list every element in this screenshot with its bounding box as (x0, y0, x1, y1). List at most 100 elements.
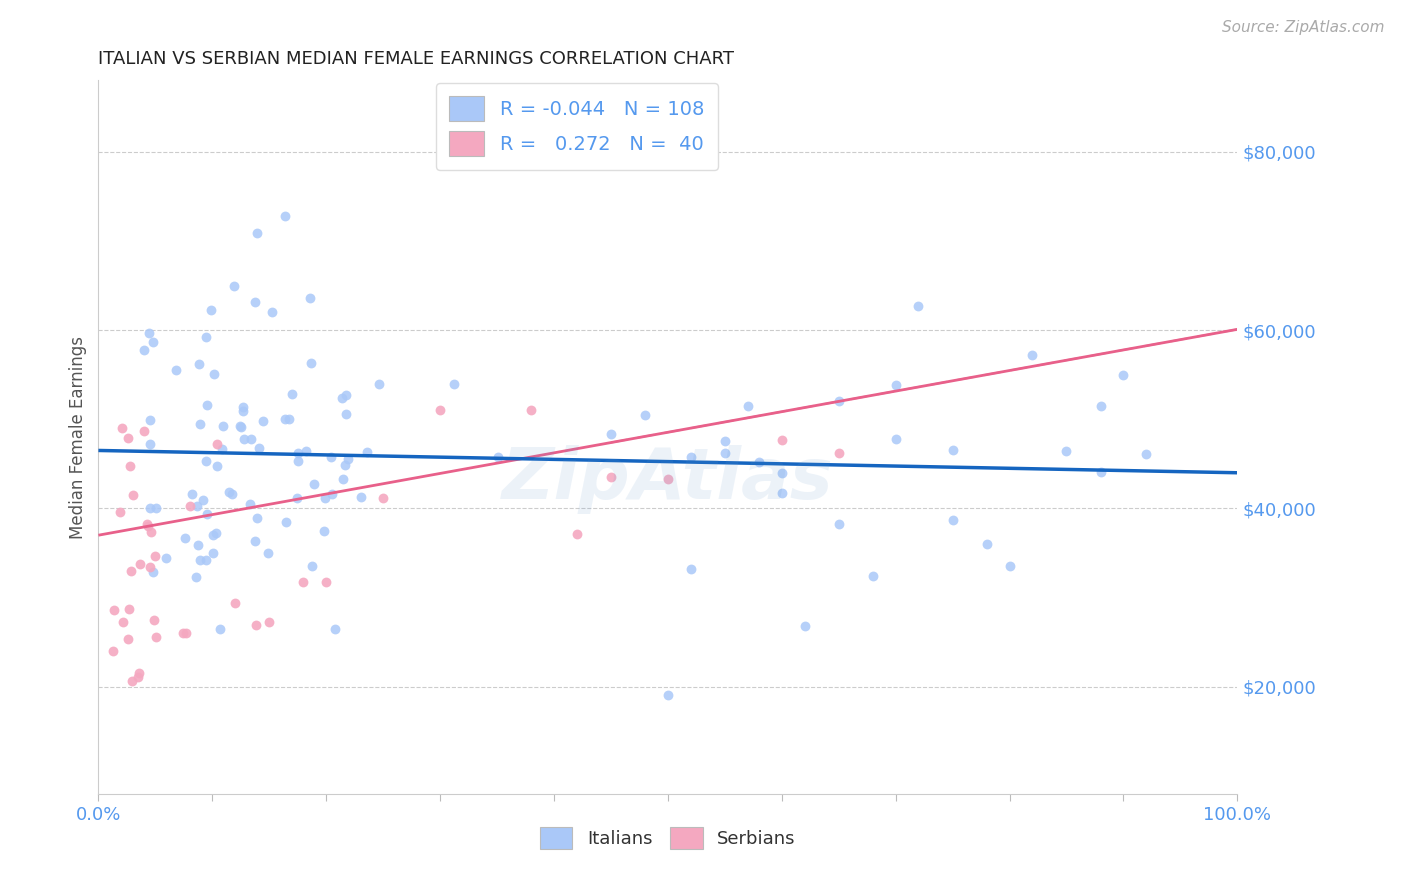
Point (292, 574, 315, 589)
Point (136, 519, 159, 533)
Point (907, 299, 929, 313)
Point (257, 546, 280, 560)
Point (181, 487, 204, 501)
Point (600, 470, 623, 484)
Point (634, 408, 657, 422)
Point (657, 472, 679, 486)
Point (323, 623, 346, 637)
Point (108, 505, 131, 519)
Point (209, 623, 232, 637)
Point (770, 466, 793, 480)
Point (187, 357, 209, 371)
Point (600, 427, 623, 442)
Point (1135, 447, 1157, 461)
Point (142, 334, 165, 349)
Point (117, 431, 139, 445)
Point (321, 487, 343, 501)
Point (201, 546, 224, 560)
Point (243, 294, 266, 309)
Point (299, 356, 322, 370)
Point (155, 551, 177, 566)
Point (1090, 399, 1112, 413)
Point (188, 553, 211, 567)
Point (679, 450, 702, 465)
Point (127, 670, 149, 684)
Point (285, 491, 308, 505)
Point (565, 527, 588, 541)
Point (132, 343, 155, 358)
Point (828, 517, 851, 532)
Point (112, 615, 135, 629)
Text: ZipAtlas: ZipAtlas (502, 445, 834, 515)
Point (274, 411, 297, 425)
Point (520, 402, 543, 417)
Point (828, 446, 851, 460)
Point (205, 437, 228, 451)
Point (232, 404, 254, 418)
Text: ITALIAN VS SERBIAN MEDIAN FEMALE EARNINGS CORRELATION CHART: ITALIAN VS SERBIAN MEDIAN FEMALE EARNING… (98, 50, 734, 68)
Point (120, 564, 142, 578)
Point (1112, 368, 1135, 383)
Point (145, 630, 167, 644)
Y-axis label: Median Female Earnings: Median Female Earnings (69, 335, 87, 539)
Point (232, 400, 254, 414)
Point (135, 516, 157, 531)
Point (224, 596, 246, 610)
Point (117, 632, 139, 646)
Point (302, 477, 325, 491)
Point (195, 329, 218, 343)
Point (314, 491, 336, 505)
Point (748, 455, 770, 469)
Point (443, 376, 465, 391)
Point (110, 421, 132, 435)
Point (884, 432, 907, 446)
Point (330, 391, 353, 405)
Point (737, 399, 759, 413)
Point (1054, 443, 1078, 458)
Point (194, 454, 217, 468)
Point (315, 574, 337, 589)
Point (121, 673, 143, 688)
Point (191, 492, 214, 507)
Point (229, 419, 252, 434)
Point (195, 398, 218, 412)
Point (188, 417, 211, 431)
Point (187, 538, 209, 552)
Point (942, 442, 965, 457)
Point (356, 445, 378, 459)
Point (371, 491, 394, 505)
Point (976, 537, 998, 551)
Point (194, 553, 217, 567)
Point (202, 367, 225, 381)
Point (101, 643, 124, 657)
Point (828, 394, 851, 409)
Text: Source: ZipAtlas.com: Source: ZipAtlas.com (1222, 20, 1385, 35)
Point (679, 562, 702, 576)
Point (245, 534, 267, 549)
Point (143, 549, 166, 563)
Point (770, 486, 793, 500)
Point (239, 497, 262, 511)
Point (335, 407, 357, 421)
Point (657, 688, 679, 702)
Point (301, 558, 323, 573)
Legend: Italians, Serbians: Italians, Serbians (533, 820, 803, 856)
Point (486, 450, 509, 465)
Point (139, 437, 162, 451)
Point (142, 614, 165, 628)
Point (128, 665, 150, 680)
Point (998, 559, 1021, 574)
Point (240, 432, 263, 446)
Point (350, 491, 373, 505)
Point (278, 412, 301, 426)
Point (229, 420, 252, 434)
Point (942, 513, 965, 527)
Point (770, 433, 793, 447)
Point (312, 524, 335, 538)
Point (247, 441, 270, 455)
Point (165, 363, 187, 377)
Point (332, 472, 354, 486)
Point (335, 388, 357, 402)
Point (186, 499, 208, 513)
Point (259, 615, 281, 629)
